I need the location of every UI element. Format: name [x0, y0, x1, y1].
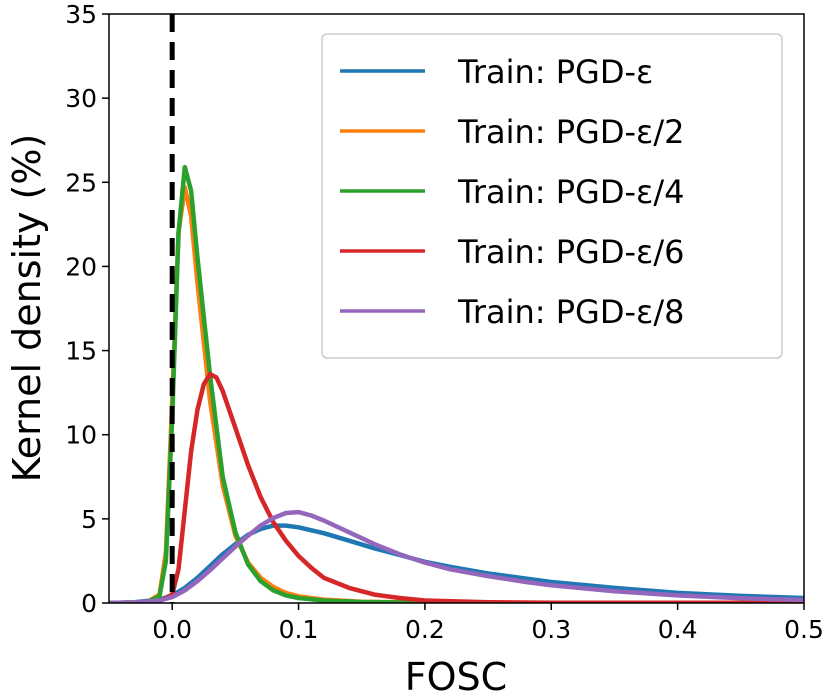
y-tick-label: 15 [65, 337, 97, 366]
y-tick-label: 0 [81, 589, 97, 618]
y-tick-label: 5 [81, 505, 97, 534]
legend-label-0: Train: PGD-ε [457, 53, 653, 91]
y-tick-label: 20 [65, 252, 97, 281]
y-tick-label: 30 [65, 84, 97, 113]
legend-box [321, 33, 783, 359]
x-tick-label: 0.0 [152, 615, 192, 644]
x-tick-label: 0.5 [784, 615, 824, 644]
legend-label-4: Train: PGD-ε/8 [457, 293, 684, 331]
x-axis-ticks: 0.0 0.1 0.2 0.3 0.4 0.5 [152, 603, 824, 644]
series-line-3 [109, 371, 804, 603]
y-axis-ticks: 0 5 10 15 20 25 30 35 [65, 0, 109, 618]
legend-label-1: Train: PGD-ε/2 [457, 113, 684, 151]
series-line-2 [109, 164, 804, 603]
legend-label-3: Train: PGD-ε/6 [457, 233, 684, 271]
x-tick-label: 0.2 [405, 615, 445, 644]
y-tick-label: 35 [65, 0, 97, 29]
x-tick-label: 0.3 [531, 615, 571, 644]
x-tick-label: 0.4 [658, 615, 698, 644]
x-tick-label: 0.1 [279, 615, 319, 644]
y-axis-label: Kernel density (%) [5, 134, 49, 483]
y-tick-label: 10 [65, 421, 97, 450]
plot-frame [108, 13, 805, 604]
legend-label-2: Train: PGD-ε/4 [457, 173, 684, 211]
series-lines [109, 164, 804, 603]
legend: Train: PGD-ε Train: PGD-ε/2 Train: PGD-ε/4… [321, 33, 783, 359]
series-line-4 [109, 509, 804, 603]
y-tick-label: 25 [65, 168, 97, 197]
x-axis-label: FOSC [405, 655, 507, 696]
